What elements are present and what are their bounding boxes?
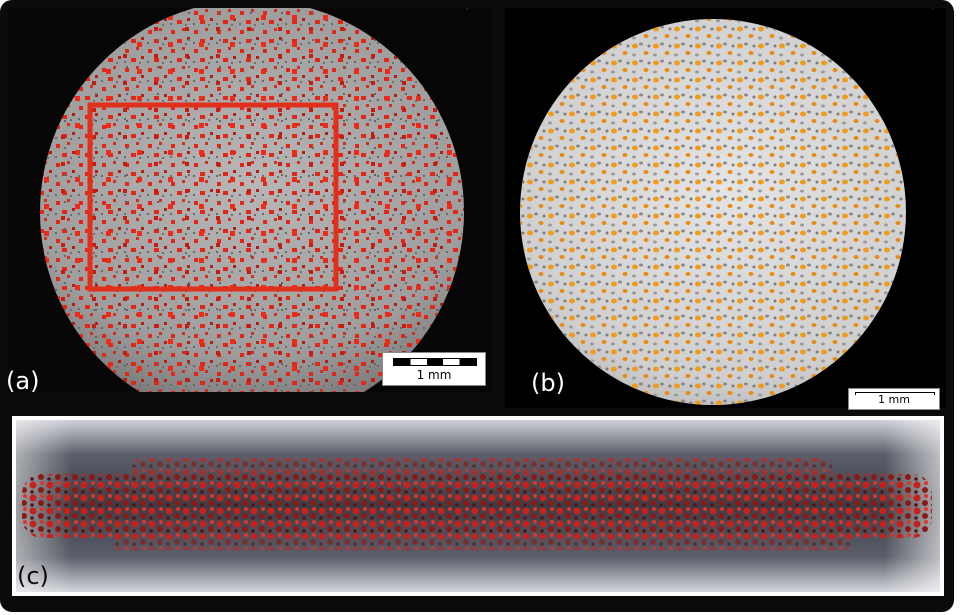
region-of-interest-box [87,102,339,292]
corner-mark-a: · [466,6,468,13]
scalebar-icon [393,358,477,366]
panel-label-a: (a) [6,367,40,395]
corner-mark-b: · [932,6,934,13]
scalebar-b: 1 mm [848,388,940,410]
panel-a-svg [40,8,464,392]
scalebar-icon [855,392,935,395]
panel-a-image [8,8,492,392]
panel-c-image [12,416,944,596]
panel-b-image [505,8,946,408]
panel-b-svg [520,19,906,405]
panel-label-b: (b) [531,369,565,397]
panel-c-svg [16,420,940,592]
scalebar-a: 1 mm [382,352,486,386]
panel-label-c: (c) [17,562,49,590]
particle-band [22,474,932,538]
scalebar-b-label: 1 mm [878,393,910,406]
scalebar-a-label: 1 mm [416,368,452,382]
